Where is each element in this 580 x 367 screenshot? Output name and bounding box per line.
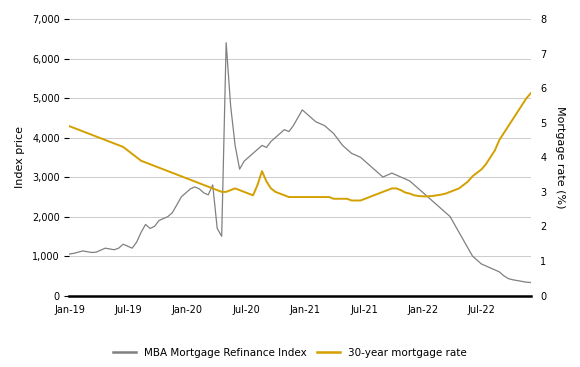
Legend: MBA Mortgage Refinance Index, 30-year mortgage rate: MBA Mortgage Refinance Index, 30-year mo… — [108, 344, 472, 362]
Y-axis label: Mortgage rate (%): Mortgage rate (%) — [555, 106, 565, 208]
Y-axis label: Index price: Index price — [15, 126, 25, 188]
